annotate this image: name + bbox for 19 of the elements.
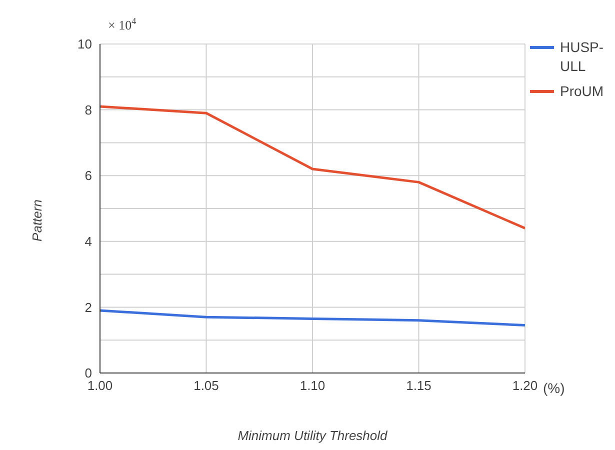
text: × 10$^{4}$ <box>108 16 136 34</box>
text: (%) <box>543 380 565 396</box>
line-series <box>100 105 525 230</box>
y-tick-label: 0 <box>84 366 92 381</box>
x-tick-label: 1.10 <box>300 378 326 394</box>
legend-label: HUSP-ULL <box>560 38 605 76</box>
y-tick-label: 2 <box>84 300 92 315</box>
line-series <box>100 309 525 327</box>
y-axis-title: Pattern <box>29 200 44 242</box>
x-tick-label: 1.20 <box>512 378 538 394</box>
y-tick-label: 8 <box>84 102 92 118</box>
x-tick-label: 1.15 <box>406 378 432 394</box>
y-tick-label: 4 <box>84 234 92 250</box>
x-tick-label: 1.05 <box>194 378 219 394</box>
y-tick-label: 10 <box>78 36 92 52</box>
legend-label: ProUM <box>560 82 605 101</box>
x-axis-title: Minimum Utility Threshold <box>236 428 388 443</box>
x-tick-label: 1.00 <box>87 378 113 394</box>
y-tick-label: 6 <box>84 168 92 184</box>
